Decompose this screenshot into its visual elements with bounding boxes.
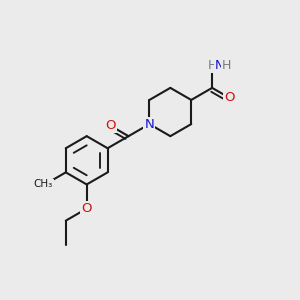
Text: O: O [106, 119, 116, 132]
Text: H: H [208, 59, 217, 72]
Text: O: O [224, 91, 235, 104]
Text: H: H [222, 59, 231, 72]
Text: O: O [81, 202, 92, 215]
Text: N: N [145, 118, 154, 130]
Text: N: N [215, 59, 224, 72]
Text: CH₃: CH₃ [34, 179, 53, 190]
